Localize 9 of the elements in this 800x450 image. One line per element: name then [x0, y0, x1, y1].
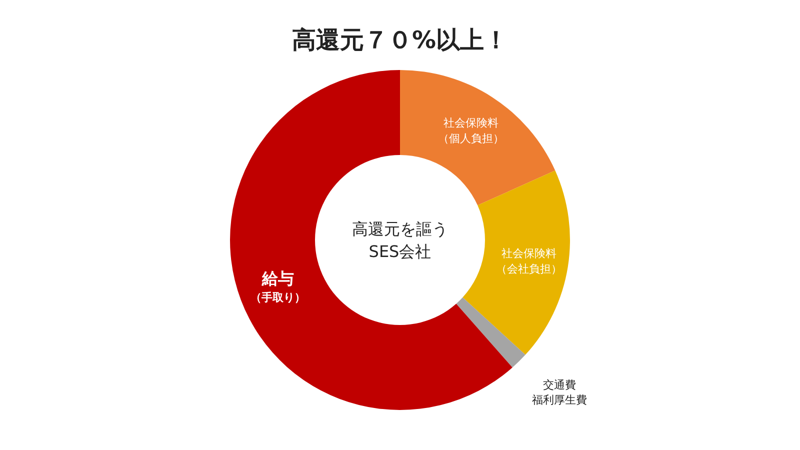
donut-slice	[400, 70, 556, 206]
donut-slice	[462, 170, 570, 355]
text: 高還元を謳うSES会社	[352, 219, 448, 261]
donut-slice	[456, 297, 526, 368]
slice-label: 社会保険料（会社負担）	[496, 246, 562, 276]
slice-label: 社会保険料（個人負担）	[438, 116, 504, 146]
chart-title: 高還元７０%以上！	[292, 26, 508, 54]
slice-label: 給与（手取り）	[250, 269, 306, 304]
slice-label: 交通費福利厚生費	[532, 378, 587, 407]
